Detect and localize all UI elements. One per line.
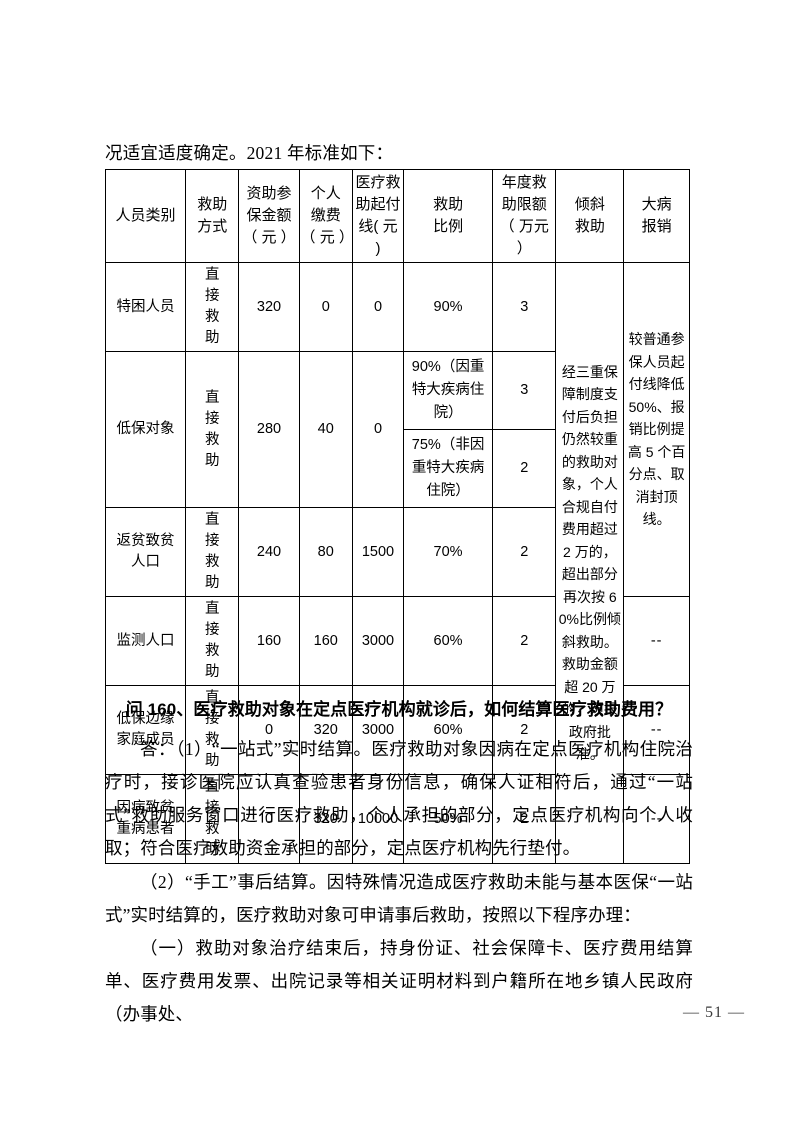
- cell-major-illness: --: [623, 685, 690, 775]
- cell-annual-limit: 2: [492, 685, 557, 775]
- cell-method: 直接救助: [185, 507, 240, 597]
- table-body: 特困人员 直接救助 320 0 0 90% 3 经三重保障制度支付后负担仍然较重…: [104, 262, 690, 864]
- paragraph-answer-1: 答：（1）“一站式”实时结算。医疗救助对象因病在定点医疗机构住院治疗时，接诊医院…: [105, 739, 693, 858]
- cell-ratio: 60%: [403, 685, 494, 775]
- cell-category: 返贫致贫 人口: [104, 507, 187, 597]
- cell-deductible: 1500: [351, 507, 405, 597]
- paragraph-answer-2: （2）“手工”事后结算。因特殊情况造成医疗救助未能与基本医保“一站式”实时结算的…: [105, 872, 693, 925]
- cell-personal-payment: 320: [298, 685, 353, 775]
- medical-assistance-table: 人员类别 救助 方式 资助参 保金额 （ 元 ） 个人 缴费 （ 元 ）: [104, 169, 690, 864]
- intro-line: 况适宜适度确定。2021 年标准如下：: [105, 143, 394, 163]
- cell-subsidy-amount: 0: [238, 774, 300, 864]
- cell-ratio: 70%: [403, 507, 494, 597]
- cell-ratio: 75%（非因重特大疾病住院）: [403, 429, 494, 508]
- cell-annual-limit: 2: [492, 429, 557, 508]
- cell-major-illness: --: [623, 596, 690, 686]
- cell-subsidy-amount: 160: [238, 596, 300, 686]
- table-header-row: 人员类别 救助 方式 资助参 保金额 （ 元 ） 个人 缴费 （ 元 ）: [104, 169, 690, 263]
- cell-personal-payment: 40: [298, 351, 353, 508]
- paragraph-answer-3: （一）救助对象治疗结束后，持身份证、社会保障卡、医疗费用结算单、医疗费用发票、出…: [105, 938, 693, 1024]
- cell-method: 直接救助: [185, 262, 240, 352]
- cell-method: 直接救助: [185, 685, 240, 775]
- table-row: 低保边缘 家庭成员 直接救助 0 320 3000 60% 2 --: [104, 685, 690, 775]
- cell-ratio: 60%: [403, 596, 494, 686]
- cell-deductible: 3000: [351, 685, 405, 775]
- cell-personal-payment: 160: [298, 596, 353, 686]
- column-header-personal-payment: 个人 缴费 （ 元 ）: [298, 169, 354, 263]
- cell-deductible: 10000: [351, 774, 405, 864]
- cell-ratio: 50%: [403, 774, 494, 864]
- cell-subsidy-amount: 320: [238, 262, 300, 352]
- table-header: 人员类别 救助 方式 资助参 保金额 （ 元 ） 个人 缴费 （ 元 ）: [104, 169, 690, 263]
- cell-deductible: 3000: [351, 596, 405, 686]
- cell-category: 低保边缘 家庭成员: [104, 685, 187, 775]
- cell-personal-payment: 80: [298, 507, 353, 597]
- cell-category: 监测人口: [104, 596, 187, 686]
- cell-major-illness: --: [623, 774, 690, 864]
- cell-ratio: 90%: [403, 262, 494, 352]
- page-number: — 51 —: [683, 1004, 745, 1021]
- column-header-major-illness: 大病 报销: [623, 169, 690, 263]
- cell-personal-payment: 0: [298, 262, 353, 352]
- table-row: 返贫致贫 人口 直接救助 240 80 1500 70% 2: [104, 507, 690, 597]
- cell-category: 特困人员: [104, 262, 187, 352]
- cell-major-illness-merged: 较普通参保人员起付线降低 50%、报销比例提高 5 个百分点、取消封顶线。: [623, 262, 690, 597]
- table-row: 低保对象 直接救助 280 40 0 90%（因重特大疾病住院） 3: [104, 351, 690, 508]
- column-header-annual-limit: 年度救 助限额 （ 万元 ）: [492, 169, 557, 263]
- column-header-deductible: 医疗救 助起付 线( 元 ): [351, 169, 405, 263]
- column-header-method: 救助 方式: [185, 169, 240, 263]
- cell-annual-limit: 3: [492, 351, 557, 430]
- cell-category: 低保对象: [104, 351, 187, 508]
- table-row: 特困人员 直接救助 320 0 0 90% 3 经三重保障制度支付后负担仍然较重…: [104, 262, 690, 864]
- question-title: 问 160、医疗救助对象在定点医疗机构就诊后，如何结算医疗救助费用？: [125, 700, 673, 719]
- medical-assistance-table-container: 人员类别 救助 方式 资助参 保金额 （ 元 ） 个人 缴费 （ 元 ）: [104, 169, 690, 864]
- cell-subsidy-amount: 280: [238, 351, 300, 508]
- cell-ratio: 90%（因重特大疾病住院）: [403, 351, 494, 430]
- cell-personal-payment: 320: [298, 774, 353, 864]
- column-header-tilt-assistance: 倾斜 救助: [555, 169, 625, 263]
- cell-annual-limit: 2: [492, 774, 557, 864]
- cell-method: 直接救助: [185, 774, 240, 864]
- cell-annual-limit: 3: [492, 262, 557, 352]
- table-row: 75%（非因重特大疾病住院） 2: [106, 429, 690, 508]
- cell-subsidy-amount: 240: [238, 507, 300, 597]
- cell-deductible: 0: [351, 351, 405, 508]
- cell-method: 直接救助: [185, 596, 240, 686]
- table-row: 因病致贫 重病患者 直接救助 0 320 10000 50% 2 --: [104, 774, 690, 864]
- cell-category: 因病致贫 重病患者: [104, 774, 187, 864]
- cell-method: 直接救助: [185, 351, 240, 508]
- column-header-category: 人员类别: [104, 169, 187, 263]
- cell-tilt-assistance-merged: 经三重保障制度支付后负担仍然较重的救助对象，个人合规自付费用超过 2 万的，超出…: [555, 262, 625, 864]
- cell-annual-limit: 2: [492, 596, 557, 686]
- column-header-subsidy-amount: 资助参 保金额 （ 元 ）: [238, 169, 300, 263]
- table-row: 监测人口 直接救助 160 160 3000 60% 2 --: [104, 596, 690, 686]
- column-header-ratio: 救助 比例: [403, 169, 494, 263]
- cell-annual-limit: 2: [492, 507, 557, 597]
- cell-deductible: 0: [351, 262, 405, 352]
